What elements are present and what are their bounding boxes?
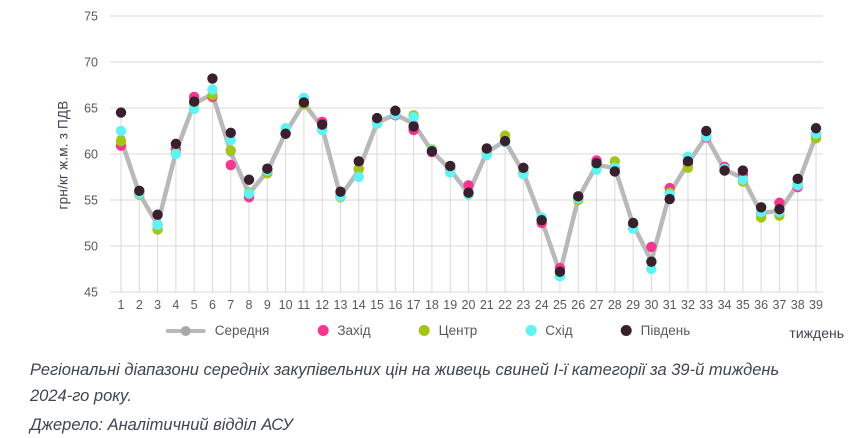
svg-text:12: 12 — [315, 298, 329, 312]
svg-text:11: 11 — [297, 298, 310, 312]
legend-label: Південь — [640, 323, 691, 338]
svg-text:4: 4 — [172, 298, 179, 312]
svg-text:8: 8 — [246, 298, 253, 312]
caption-source: Джерело: Аналітичний відділ АСУ — [30, 416, 293, 434]
legend-item-serednia: Середня — [165, 323, 270, 338]
svg-text:55: 55 — [84, 194, 98, 208]
center-dot-icon — [418, 325, 430, 336]
x-axis-title: тиждень — [789, 325, 844, 341]
svg-text:14: 14 — [352, 298, 366, 312]
svg-text:60: 60 — [84, 148, 98, 162]
legend-label: Схід — [545, 323, 573, 338]
chart-legend: Середня Захід Центр Схід Південь — [165, 323, 691, 338]
svg-text:6: 6 — [209, 298, 216, 312]
y-gridlines: 75 70 65 60 55 50 45 — [84, 10, 823, 300]
svg-text:33: 33 — [699, 298, 713, 312]
svg-text:50: 50 — [84, 240, 98, 254]
svg-text:24: 24 — [535, 298, 549, 312]
svg-text:32: 32 — [681, 298, 695, 312]
svg-text:26: 26 — [571, 298, 585, 312]
chart-caption: Регіональні діапазони середніх закупівел… — [30, 357, 836, 438]
caption-line-1: Регіональні діапазони середніх закупівел… — [30, 361, 780, 379]
legend-label: Центр — [438, 323, 478, 338]
svg-text:19: 19 — [443, 298, 457, 312]
svg-text:27: 27 — [590, 298, 604, 312]
svg-text:9: 9 — [264, 298, 271, 312]
svg-text:13: 13 — [334, 298, 348, 312]
legend-label: Середня — [214, 323, 270, 338]
svg-text:38: 38 — [791, 298, 805, 312]
average-line-marker-icon — [165, 325, 206, 336]
svg-text:17: 17 — [407, 298, 421, 312]
svg-text:45: 45 — [84, 286, 98, 300]
x-tick-labels: 1 2 3 4 5 6 7 8 9 10 11 12 13 14 15 16 17 18 19 20 21 22 23 24 2… — [118, 298, 823, 312]
svg-text:35: 35 — [736, 298, 750, 312]
svg-text:65: 65 — [84, 102, 98, 116]
legend-label: Захід — [337, 323, 371, 338]
svg-text:23: 23 — [516, 298, 530, 312]
svg-text:20: 20 — [462, 298, 476, 312]
svg-text:29: 29 — [626, 298, 640, 312]
svg-text:39: 39 — [809, 298, 823, 312]
svg-text:31: 31 — [663, 298, 677, 312]
west-dot-icon — [317, 325, 329, 336]
week-drop-lines — [120, 78, 817, 292]
svg-text:34: 34 — [718, 298, 732, 312]
svg-text:36: 36 — [754, 298, 768, 312]
svg-text:16: 16 — [388, 298, 402, 312]
legend-item-skhid: Схід — [525, 323, 573, 338]
legend-item-tsentr: Центр — [418, 323, 478, 338]
svg-text:30: 30 — [644, 298, 658, 312]
legend-item-pivden: Південь — [620, 323, 691, 338]
svg-text:7: 7 — [227, 298, 234, 312]
svg-text:18: 18 — [425, 298, 439, 312]
south-dot-icon — [620, 325, 632, 336]
series-Південь — [115, 73, 822, 277]
svg-text:37: 37 — [772, 298, 786, 312]
svg-text:10: 10 — [279, 298, 293, 312]
legend-item-zakhid: Захід — [317, 323, 371, 338]
svg-text:25: 25 — [553, 298, 567, 312]
svg-text:1: 1 — [118, 298, 125, 312]
svg-text:5: 5 — [191, 298, 198, 312]
caption-line-2: 2024-го року. — [30, 387, 132, 405]
svg-text:22: 22 — [498, 298, 512, 312]
svg-text:15: 15 — [370, 298, 384, 312]
svg-text:70: 70 — [84, 56, 98, 70]
east-dot-icon — [525, 325, 537, 336]
svg-text:21: 21 — [480, 298, 494, 312]
svg-text:2: 2 — [136, 298, 143, 312]
y-axis-title: грн/кг ж.м. з ПДВ — [55, 100, 71, 210]
svg-text:3: 3 — [154, 298, 161, 312]
svg-text:75: 75 — [84, 10, 98, 24]
svg-text:28: 28 — [608, 298, 622, 312]
